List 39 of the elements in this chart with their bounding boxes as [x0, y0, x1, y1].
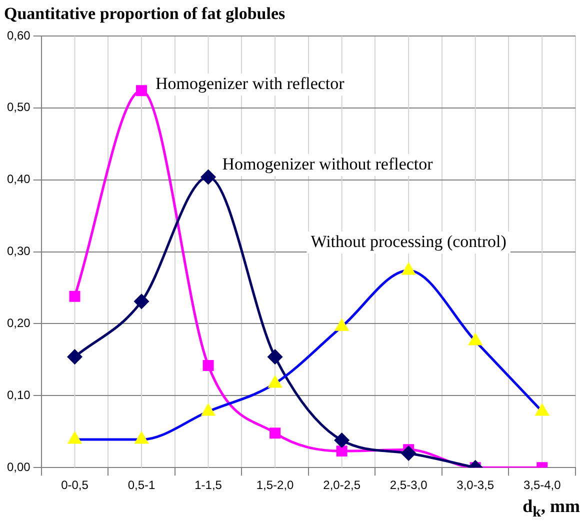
point — [402, 263, 416, 275]
point — [202, 404, 215, 416]
y-tick-label: 0,30 — [6, 244, 31, 258]
point — [268, 350, 282, 364]
series-label: Homogenizer with reflector — [156, 74, 345, 94]
y-tick-label: 0,00 — [6, 460, 31, 474]
point — [136, 85, 147, 96]
x-tick-label: 3,5-4,0 — [523, 478, 562, 492]
point — [270, 428, 281, 439]
point — [67, 350, 82, 364]
x-tick-label: 3,0-3,5 — [456, 478, 494, 492]
point — [135, 432, 148, 444]
point — [336, 446, 348, 457]
y-tick-label: 0,20 — [6, 316, 31, 330]
y-tick-label: 0,40 — [6, 172, 31, 186]
x-tick-label: 1-1,5 — [194, 478, 222, 492]
point — [401, 446, 416, 460]
y-tick-label: 0,10 — [6, 388, 31, 402]
point — [536, 404, 549, 416]
y-tick-label: 0,60 — [6, 28, 31, 42]
point — [468, 334, 482, 346]
series-label: Without processing (control) — [310, 232, 506, 251]
x-axis-title: d$_{k}$, mm — [522, 496, 580, 522]
point — [68, 432, 82, 444]
x-tick-label: 2,5-3,0 — [390, 478, 428, 492]
y-tick-label: 0,50 — [6, 100, 31, 114]
chart-title: Quantitative proportion of fat globules — [4, 4, 286, 24]
point — [202, 360, 214, 371]
point — [201, 170, 216, 184]
point — [69, 290, 80, 302]
x-tick-label: 1,5-2,0 — [256, 478, 294, 492]
point — [134, 294, 149, 309]
x-tick-label: 0,5-1 — [128, 478, 156, 492]
x-tick-label: 0-0,5 — [61, 478, 89, 492]
series-label: Homogenizer without reflector — [222, 154, 434, 174]
point — [335, 319, 348, 331]
x-tick-label: 2,0-2,5 — [323, 478, 361, 492]
point — [268, 376, 282, 388]
point — [334, 433, 350, 448]
